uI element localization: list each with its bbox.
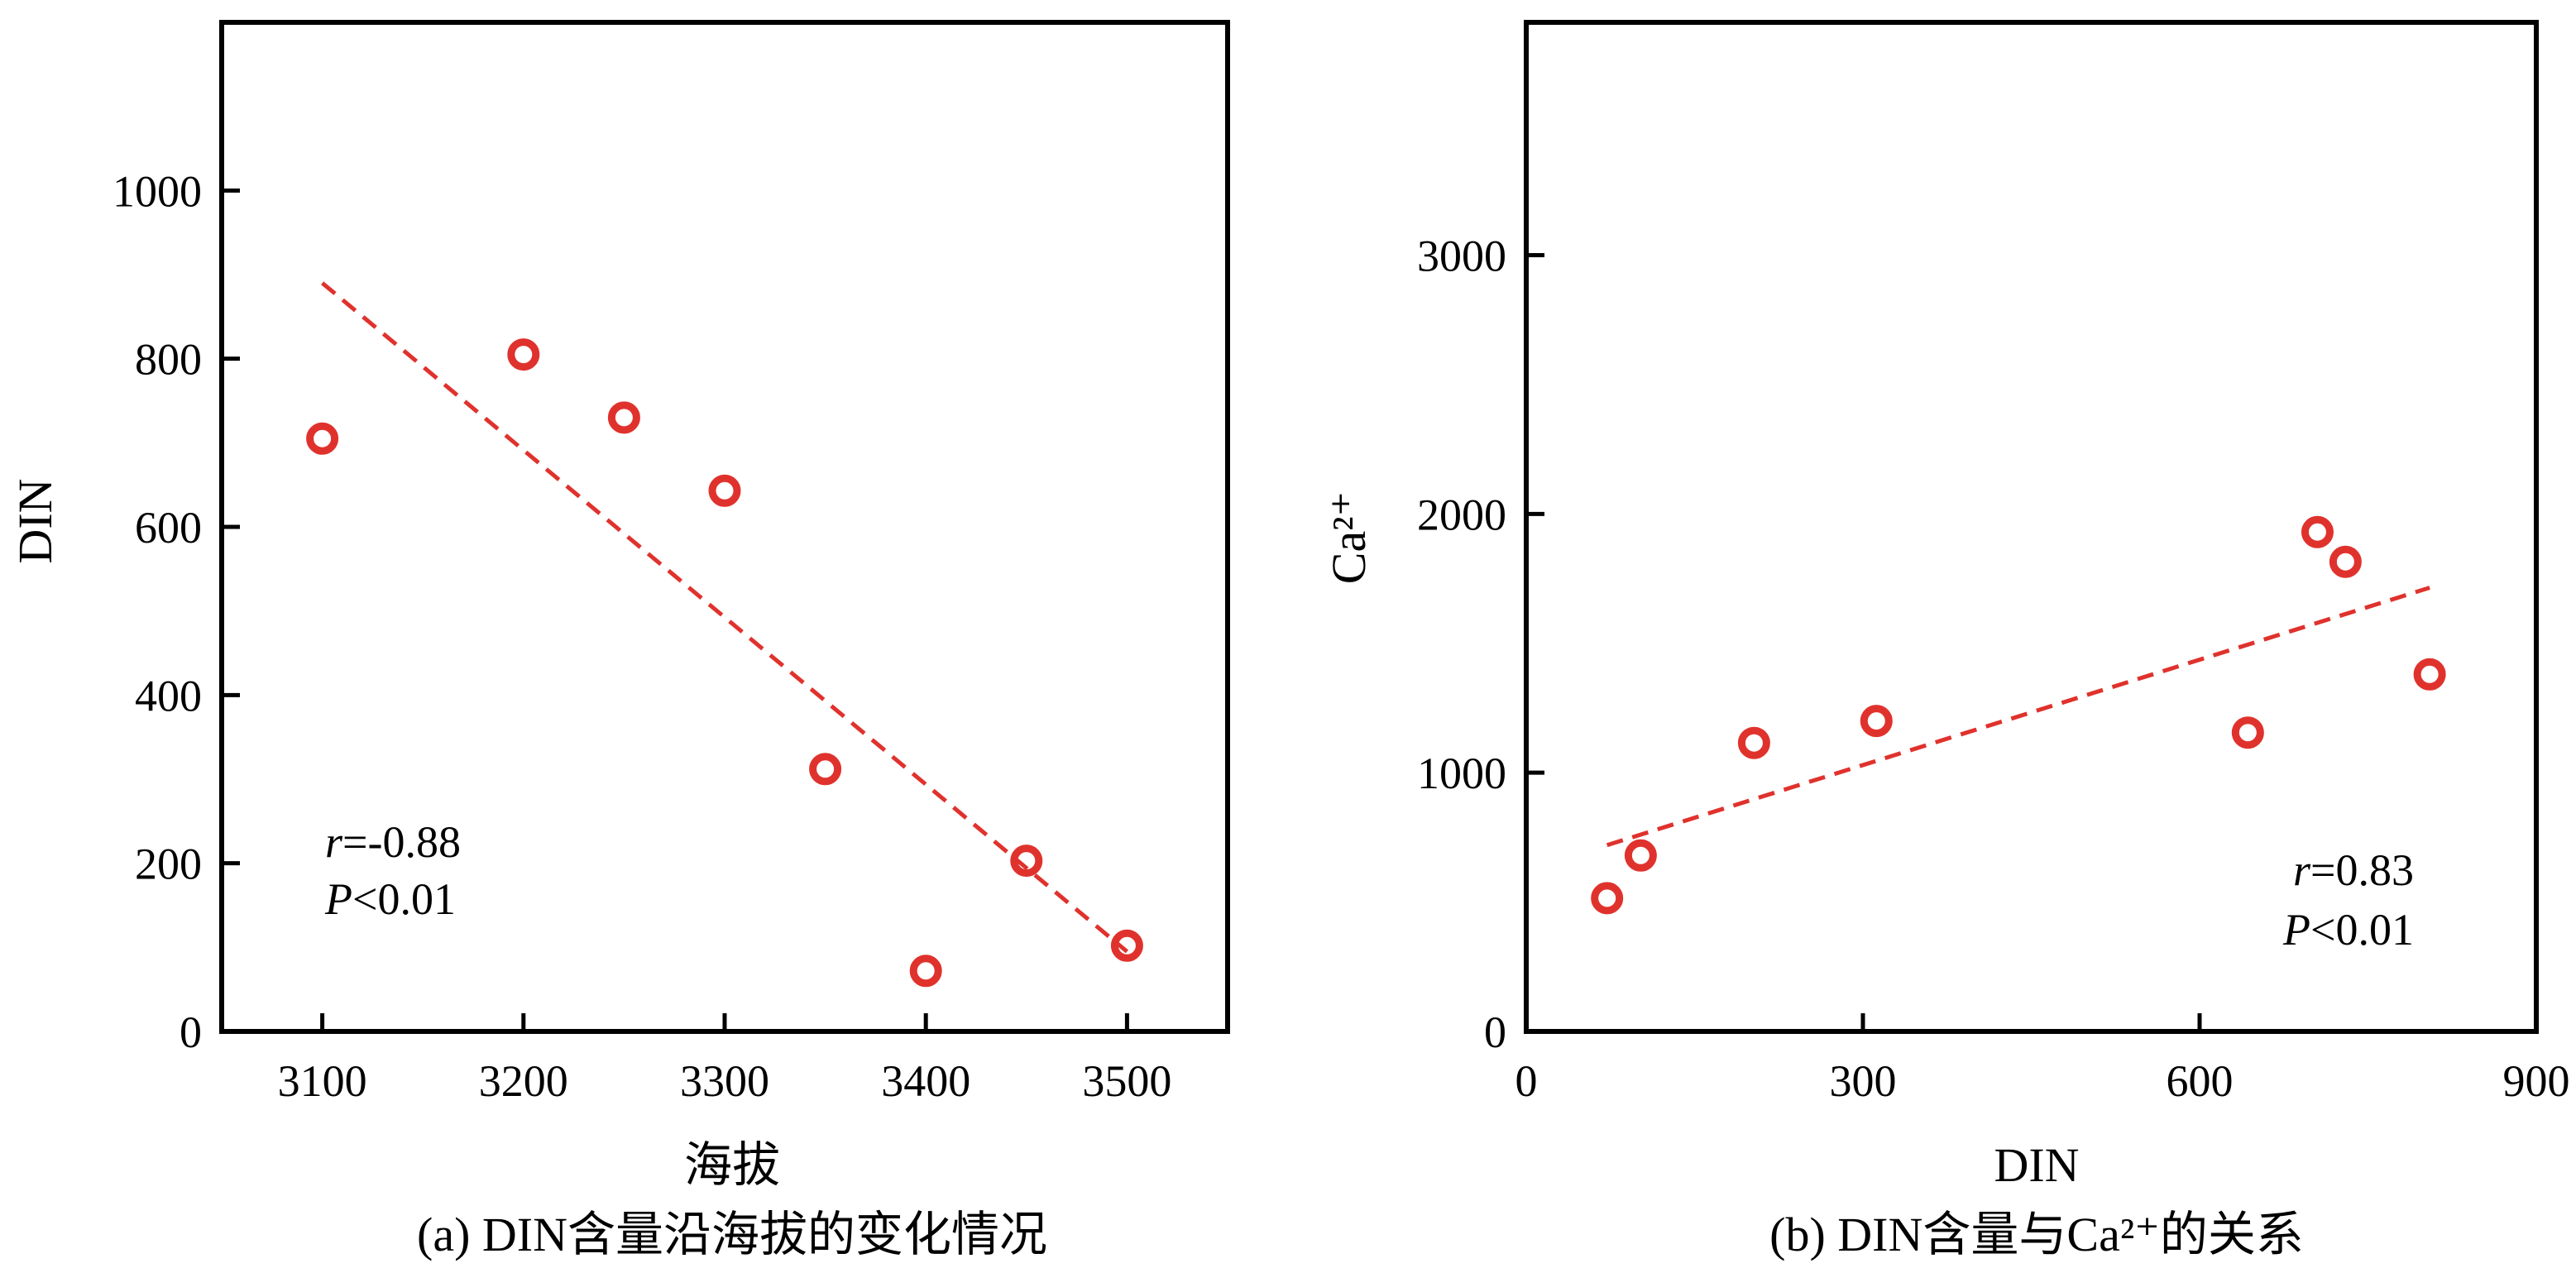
chart-b-trendline (1606, 586, 2430, 848)
chart-b-p-symbol: P (2282, 905, 2310, 955)
chart-b-xtick-label-1: 300 (1830, 1056, 1897, 1106)
chart-a-xtick-label-0: 3100 (278, 1056, 367, 1106)
chart-a-point-7 (1110, 929, 1143, 962)
chart-a-point-4 (809, 753, 842, 786)
chart-a-r-symbol: r (325, 817, 343, 867)
chart-b-xtick-label-0: 0 (1515, 1056, 1538, 1106)
chart-a-ytick-label-1: 200 (135, 840, 202, 889)
chart-a-point-0 (306, 422, 339, 455)
chart-b-point-0 (1591, 882, 1624, 915)
chart-a-trendline (321, 281, 1128, 954)
chart-b-point-2 (1737, 726, 1770, 759)
chart-a-xtick-label-1: 3200 (479, 1056, 568, 1106)
chart-a-ylabel: DIN (8, 478, 62, 563)
chart-b-r-stat: r=0.83 (2293, 845, 2414, 895)
chart-b-p-stat: P<0.01 (2282, 905, 2414, 955)
chart-a-xtick-label-2: 3300 (680, 1056, 769, 1106)
chart-a-point-1 (507, 338, 540, 371)
chart-b-ytick-label-0: 0 (1484, 1007, 1506, 1057)
chart-a-ytick-label-4: 800 (135, 335, 202, 385)
chart-b-point-7 (2413, 658, 2446, 691)
chart-b-point-3 (1860, 705, 1893, 738)
chart-b-point-4 (2231, 716, 2264, 749)
chart-b-trendline-group (1606, 586, 2430, 848)
chart-b-p-value: <0.01 (2310, 905, 2414, 955)
chart-a-xtick-label-4: 3500 (1082, 1056, 1171, 1106)
chart-a-point-2 (607, 401, 640, 434)
chart-b-ytick-label-1: 1000 (1417, 749, 1506, 798)
chart-a-p-symbol: P (324, 874, 352, 924)
chart-a-point-5 (909, 955, 942, 988)
chart-a-xtick-label-3: 3400 (881, 1056, 970, 1106)
chart-a-caption: (a) DIN含量沿海拔的变化情况 (417, 1208, 1047, 1261)
chart-b-ytick-label-2: 2000 (1417, 490, 1506, 539)
chart-a: 3100 3200 3300 3400 3500 0 200 400 600 800 1000 海拔… (8, 20, 1230, 1261)
chart-b-caption: (b) DIN含量与Ca²⁺的关系 (1769, 1208, 2304, 1261)
chart-b-point-5 (2301, 515, 2334, 548)
chart-a-p-stat: P<0.01 (324, 874, 456, 924)
chart-a-trendline-group (321, 281, 1128, 954)
chart-a-point-6 (1010, 845, 1043, 878)
chart-b-ylabel: Ca²⁺ (1322, 491, 1376, 584)
chart-b-ytick-label-3: 3000 (1417, 232, 1506, 281)
chart-b-points (1591, 515, 2446, 915)
chart-b-point-6 (2329, 545, 2362, 578)
chart-a-xlabel: 海拔 (684, 1138, 780, 1192)
chart-b-xlabel: DIN (1994, 1138, 2079, 1192)
chart-a-points (306, 338, 1143, 988)
chart-b-plot-frame (1524, 20, 2539, 1034)
chart-a-ticks: 3100 3200 3300 3400 3500 0 200 400 600 800 1000 (113, 166, 1171, 1106)
chart-a-r-stat: r=-0.88 (325, 817, 461, 867)
chart-b: 0 300 600 900 0 1000 2000 3000 DIN Ca²⁺ (b) DIN… (1322, 20, 2570, 1261)
chart-a-plot-frame (219, 20, 1230, 1034)
chart-a-ytick-label-0: 0 (180, 1007, 202, 1057)
chart-b-point-1 (1624, 839, 1657, 872)
chart-b-ticks: 0 300 600 900 0 1000 2000 3000 (1417, 232, 2570, 1106)
chart-b-r-symbol: r (2293, 845, 2311, 895)
chart-b-r-value: =0.83 (2310, 845, 2414, 895)
chart-b-xtick-label-3: 900 (2503, 1056, 2570, 1106)
chart-a-point-3 (708, 474, 741, 507)
chart-a-p-value: <0.01 (352, 874, 456, 924)
chart-a-ytick-label-5: 1000 (113, 166, 202, 216)
chart-a-ytick-label-3: 600 (135, 503, 202, 553)
chart-a-ytick-label-2: 400 (135, 671, 202, 720)
chart-a-r-value: =-0.88 (342, 817, 461, 867)
chart-b-xtick-label-2: 600 (2167, 1056, 2234, 1106)
